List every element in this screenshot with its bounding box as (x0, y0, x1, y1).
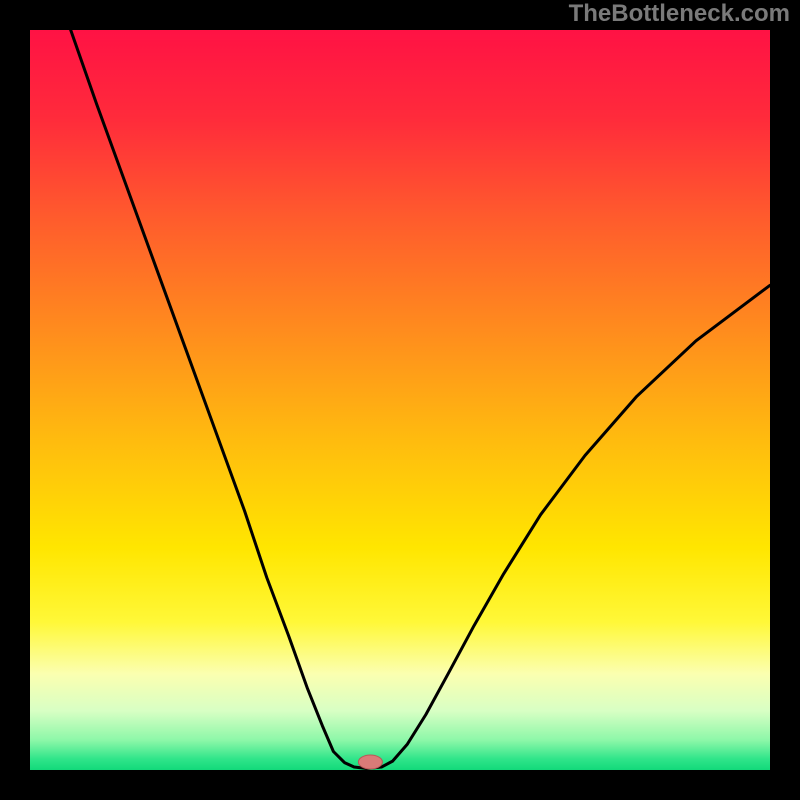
watermark-text: TheBottleneck.com (569, 0, 790, 28)
gradient-background (30, 30, 770, 770)
optimal-marker (358, 755, 382, 769)
